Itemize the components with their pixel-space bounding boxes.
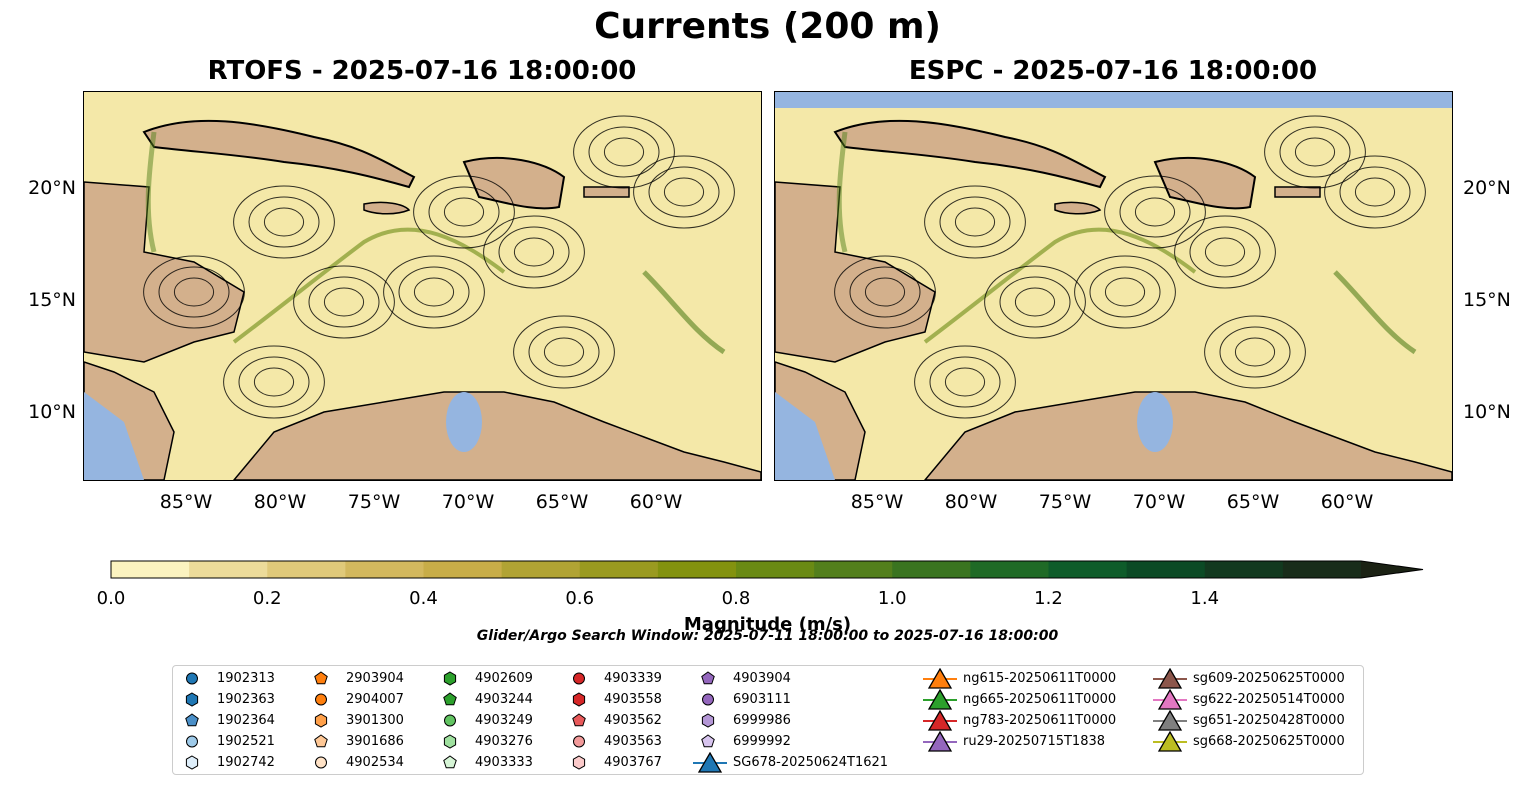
argo-float-marker-icon [701, 671, 715, 685]
colorbar-label: Magnitude (m/s) [683, 614, 852, 635]
argo-float-marker-icon [185, 713, 199, 727]
argo-float-marker-icon [185, 755, 199, 770]
espc-lon-tick: 65°W [1226, 491, 1280, 513]
colorbar-tick-label: 1.0 [877, 588, 907, 609]
colorbar-tick-label: 0.8 [721, 588, 751, 609]
rtofs-lon-tick: 75°W [347, 491, 401, 513]
colorbar-tick-label: 0.6 [565, 588, 595, 609]
argo-float-marker-icon [186, 735, 198, 748]
colorbar-segment [814, 561, 893, 578]
colorbar-segment [267, 561, 346, 578]
colorbar-segment [1282, 561, 1362, 578]
colorbar-segment [657, 561, 737, 578]
rtofs-lon-tick: 80°W [253, 491, 307, 513]
argo-float-marker-icon [315, 693, 327, 706]
argo-float-marker-icon [701, 713, 715, 728]
colorbar-segment [892, 561, 971, 578]
rtofs-lat-tick: 15°N [28, 289, 76, 311]
argo-float-marker-icon [315, 756, 327, 769]
espc-lat-tick: 20°N [1463, 177, 1511, 199]
glider-triangle-icon [1153, 689, 1187, 710]
figure-title: Currents (200 m) [594, 6, 941, 47]
argo-float-marker-icon [443, 671, 457, 686]
argo-float-marker-icon [701, 734, 715, 748]
rtofs-lat-tick: 20°N [28, 177, 76, 199]
espc-map-canvas [775, 92, 1452, 480]
glider-triangle-icon [923, 668, 957, 689]
glider-triangle-icon [1153, 710, 1187, 731]
glider-triangle-icon [693, 752, 727, 773]
argo-float-marker-icon [702, 693, 714, 706]
espc-lon-tick: 60°W [1320, 491, 1374, 513]
colorbar-segment [970, 561, 1049, 578]
colorbar-segment [189, 561, 268, 578]
argo-float-marker-icon [314, 734, 328, 748]
argo-float-marker-icon [573, 672, 585, 685]
glider-triangle-icon [1153, 731, 1187, 752]
colorbar-segment [1204, 561, 1284, 578]
espc-lat-tick: 10°N [1463, 401, 1511, 423]
rtofs-lon-tick: 85°W [159, 491, 213, 513]
colorbar-segment [1126, 561, 1206, 578]
colorbar-segment [579, 561, 659, 578]
espc-map [774, 91, 1453, 481]
espc-lon-tick: 80°W [944, 491, 998, 513]
argo-float-marker-icon [185, 692, 199, 707]
argo-float-marker-icon [186, 672, 198, 685]
rtofs-lon-tick: 70°W [441, 491, 495, 513]
rtofs-lat-tick: 10°N [28, 401, 76, 423]
colorbar-tick-label: 1.4 [1190, 588, 1220, 609]
colorbar-tick-label: 1.2 [1034, 588, 1063, 609]
espc-lon-tick: 70°W [1132, 491, 1186, 513]
colorbar-segment [345, 561, 424, 578]
argo-float-marker-icon [443, 734, 457, 749]
search-window-note: Glider/Argo Search Window: 2025-07-11 18… [476, 628, 1059, 644]
glider-triangle-icon [923, 689, 957, 710]
colorbar-tick-label: 0.2 [252, 588, 282, 609]
rtofs-panel-title: RTOFS - 2025-07-16 18:00:00 [207, 56, 637, 86]
argo-float-marker-icon [443, 692, 457, 706]
argo-float-marker-icon [443, 755, 457, 769]
colorbar-segment [423, 561, 503, 578]
colorbar [110, 560, 1424, 579]
argo-float-marker-icon [572, 713, 586, 727]
espc-lon-tick: 75°W [1038, 491, 1092, 513]
colorbar-segment [736, 561, 815, 578]
argo-float-marker-icon [314, 713, 328, 728]
espc-lon-tick: 85°W [850, 491, 904, 513]
colorbar-extend-arrow [1361, 561, 1423, 578]
glider-triangle-icon [923, 731, 957, 752]
glider-triangle-icon [1153, 668, 1187, 689]
rtofs-lon-tick: 65°W [535, 491, 589, 513]
argo-float-marker-icon [314, 671, 328, 685]
argo-float-marker-icon [572, 755, 586, 770]
colorbar-tick-label: 0.4 [409, 588, 438, 609]
colorbar-segment [1048, 561, 1128, 578]
espc-panel-title: ESPC - 2025-07-16 18:00:00 [908, 56, 1318, 86]
legend: 1902313 1902363 1902364 1902521 1902742 29039… [172, 665, 1364, 775]
glider-triangle-icon [923, 710, 957, 731]
argo-float-marker-icon [572, 692, 586, 707]
espc-lat-tick: 15°N [1463, 289, 1511, 311]
colorbar-segment [111, 561, 190, 578]
rtofs-map [83, 91, 762, 481]
rtofs-lon-tick: 60°W [629, 491, 683, 513]
argo-float-marker-icon [573, 735, 585, 748]
rtofs-map-canvas [84, 92, 761, 480]
argo-float-marker-icon [444, 714, 456, 727]
colorbar-segment [501, 561, 581, 578]
colorbar-tick-label: 0.0 [96, 588, 126, 609]
